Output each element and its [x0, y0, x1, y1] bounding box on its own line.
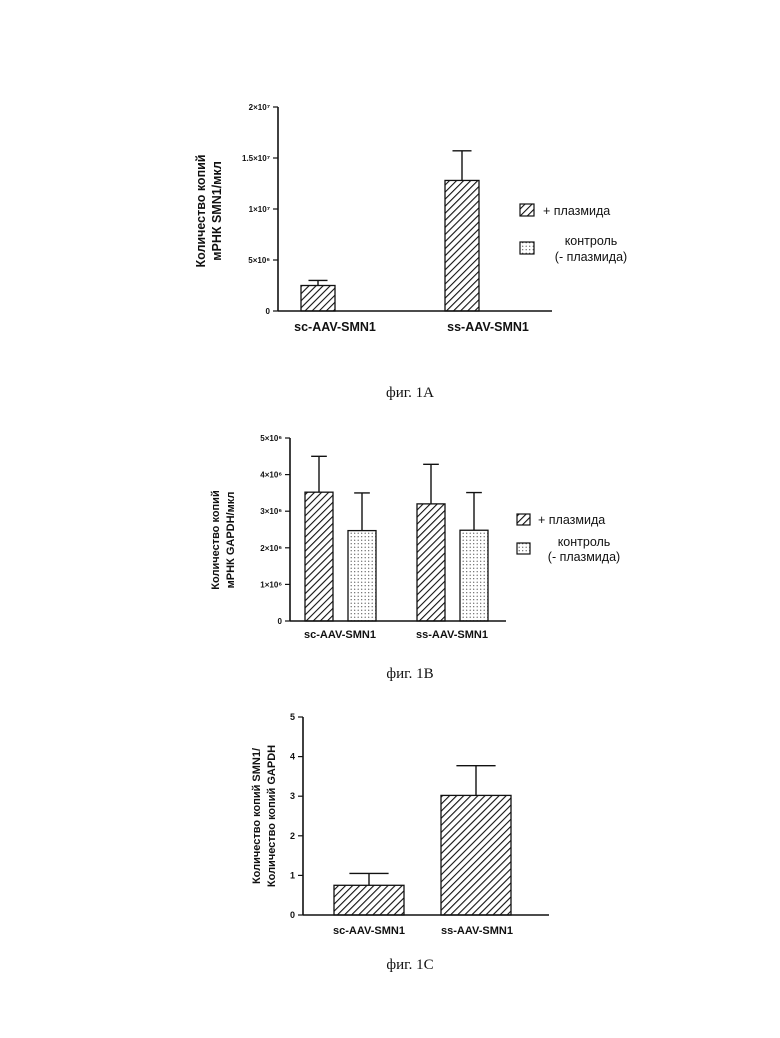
chart-b-legend-control: контроль [558, 535, 611, 549]
chart-fig-1a: Количество копий мРНК SMN1/мкл 0 5×10⁶ 1×1… [194, 103, 627, 334]
chart-c-ylabel-line2: Количество копий GAPDH [266, 745, 278, 887]
chart-c-y-tick-label: 4 [290, 752, 295, 762]
chart-a-legend: + плазмида контроль (- плазмида) [520, 204, 627, 264]
chart-a-y-ticks: 0 5×10⁶ 1×10⁷ 1.5×10⁷ 2×10⁷ [242, 103, 278, 316]
chart-a-legend-swatch-plasmid [520, 204, 534, 216]
chart-a-y-tick-label: 1×10⁷ [249, 205, 270, 214]
chart-c-y-tick-label: 5 [290, 712, 295, 722]
chart-c-y-tick-label: 3 [290, 791, 295, 801]
chart-b-legend-control-sub: (- плазмида) [548, 550, 620, 564]
chart-b-y-tick-label: 5×10⁶ [260, 434, 282, 443]
chart-a-ylabel-line2: мРНК SMN1/мкл [210, 161, 224, 261]
chart-b-bar-ss-aav-smn1-dots [460, 530, 488, 621]
chart-b-legend-plasmid: + плазмида [538, 513, 605, 527]
chart-b-y-tick-label: 4×10⁶ [260, 471, 282, 480]
chart-b-bar-sc-aav-smn1-hatch [305, 492, 333, 621]
chart-b-y-tick-label: 3×10⁶ [260, 507, 282, 516]
chart-fig-1c: Количество копий SMN1/ Количество копий … [251, 712, 549, 937]
chart-a-y-tick-label: 1.5×10⁷ [242, 154, 270, 163]
chart-a-error-bar-ss-aav-smn1-hatch [452, 151, 471, 181]
chart-b-y-tick-label: 0 [278, 617, 283, 626]
chart-a-bar-ss-aav-smn1-hatch [445, 180, 479, 311]
chart-a-legend-swatch-control [520, 242, 534, 254]
chart-a-category-label-sc: sc-AAV-SMN1 [294, 320, 376, 334]
chart-a-bar-sc-aav-smn1-hatch [301, 286, 335, 312]
caption-fig-1b: фиг. 1B [350, 666, 470, 683]
chart-c-ylabel-line1: Количество копий SMN1/ [251, 748, 263, 884]
chart-a-category-label-ss: ss-AAV-SMN1 [447, 320, 529, 334]
chart-b-bars [305, 456, 488, 621]
chart-fig-1b: Количество копий мРНК GAPDH/мкл 0 1×10⁶ 2×… [210, 434, 620, 641]
chart-a-y-tick-label: 0 [266, 307, 271, 316]
chart-a-legend-control: контроль [565, 234, 618, 248]
chart-a-legend-plasmid: + плазмида [543, 204, 610, 218]
chart-c-y-ticks: 0 1 2 3 4 5 [290, 712, 303, 920]
chart-b-ylabel-line1: Количество копий [210, 490, 222, 589]
chart-c-y-tick-label: 0 [290, 910, 295, 920]
chart-b-legend: + плазмида контроль (- плазмида) [517, 513, 620, 564]
chart-b-category-label-ss: ss-AAV-SMN1 [416, 629, 488, 641]
caption-fig-1a: фиг. 1A [350, 385, 470, 402]
chart-a-ylabel-line1: Количество копий [194, 155, 208, 268]
chart-b-error-bar-ss-aav-smn1-hatch [423, 464, 439, 504]
chart-c-bar-sc-aav-smn1-hatch [334, 885, 404, 915]
chart-b-category-label-sc: sc-AAV-SMN1 [304, 629, 376, 641]
chart-c-y-tick-label: 2 [290, 831, 295, 841]
chart-c-error-bar-ss-aav-smn1-hatch [456, 766, 495, 796]
chart-a-y-tick-label: 5×10⁶ [248, 256, 270, 265]
chart-a-y-axis-label: Количество копий мРНК SMN1/мкл [194, 155, 224, 268]
chart-b-y-ticks: 0 1×10⁶ 2×10⁶ 3×10⁶ 4×10⁶ 5×10⁶ [260, 434, 290, 626]
chart-b-bar-ss-aav-smn1-hatch [417, 504, 445, 621]
chart-b-error-bar-sc-aav-smn1-hatch [311, 456, 327, 492]
chart-a-y-tick-label: 2×10⁷ [249, 103, 270, 112]
chart-c-bars [334, 766, 511, 915]
chart-b-legend-swatch-plasmid [517, 514, 530, 525]
chart-c-y-tick-label: 1 [290, 870, 295, 880]
chart-a-error-bar-sc-aav-smn1-hatch [308, 280, 327, 285]
chart-b-bar-sc-aav-smn1-dots [348, 531, 376, 621]
chart-c-y-axis-label: Количество копий SMN1/ Количество копий … [251, 745, 278, 887]
chart-c-bar-ss-aav-smn1-hatch [441, 795, 511, 915]
chart-b-y-tick-label: 1×10⁶ [260, 580, 282, 589]
chart-c-error-bar-sc-aav-smn1-hatch [349, 873, 388, 885]
chart-c-category-label-ss: ss-AAV-SMN1 [441, 925, 513, 937]
chart-c-category-label-sc: sc-AAV-SMN1 [333, 925, 405, 937]
caption-fig-1c: фиг. 1C [350, 957, 470, 974]
chart-b-error-bar-ss-aav-smn1-dots [466, 493, 482, 531]
chart-b-y-axis-label: Количество копий мРНК GAPDH/мкл [210, 490, 237, 589]
chart-b-y-tick-label: 2×10⁶ [260, 544, 282, 553]
chart-a-bars [301, 151, 479, 311]
chart-a-legend-control-sub: (- плазмида) [555, 250, 627, 264]
chart-b-legend-swatch-control [517, 543, 530, 554]
chart-b-ylabel-line2: мРНК GAPDH/мкл [225, 492, 237, 589]
chart-b-error-bar-sc-aav-smn1-dots [354, 493, 370, 531]
